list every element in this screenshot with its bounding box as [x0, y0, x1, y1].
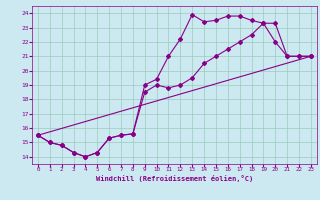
X-axis label: Windchill (Refroidissement éolien,°C): Windchill (Refroidissement éolien,°C) [96, 175, 253, 182]
